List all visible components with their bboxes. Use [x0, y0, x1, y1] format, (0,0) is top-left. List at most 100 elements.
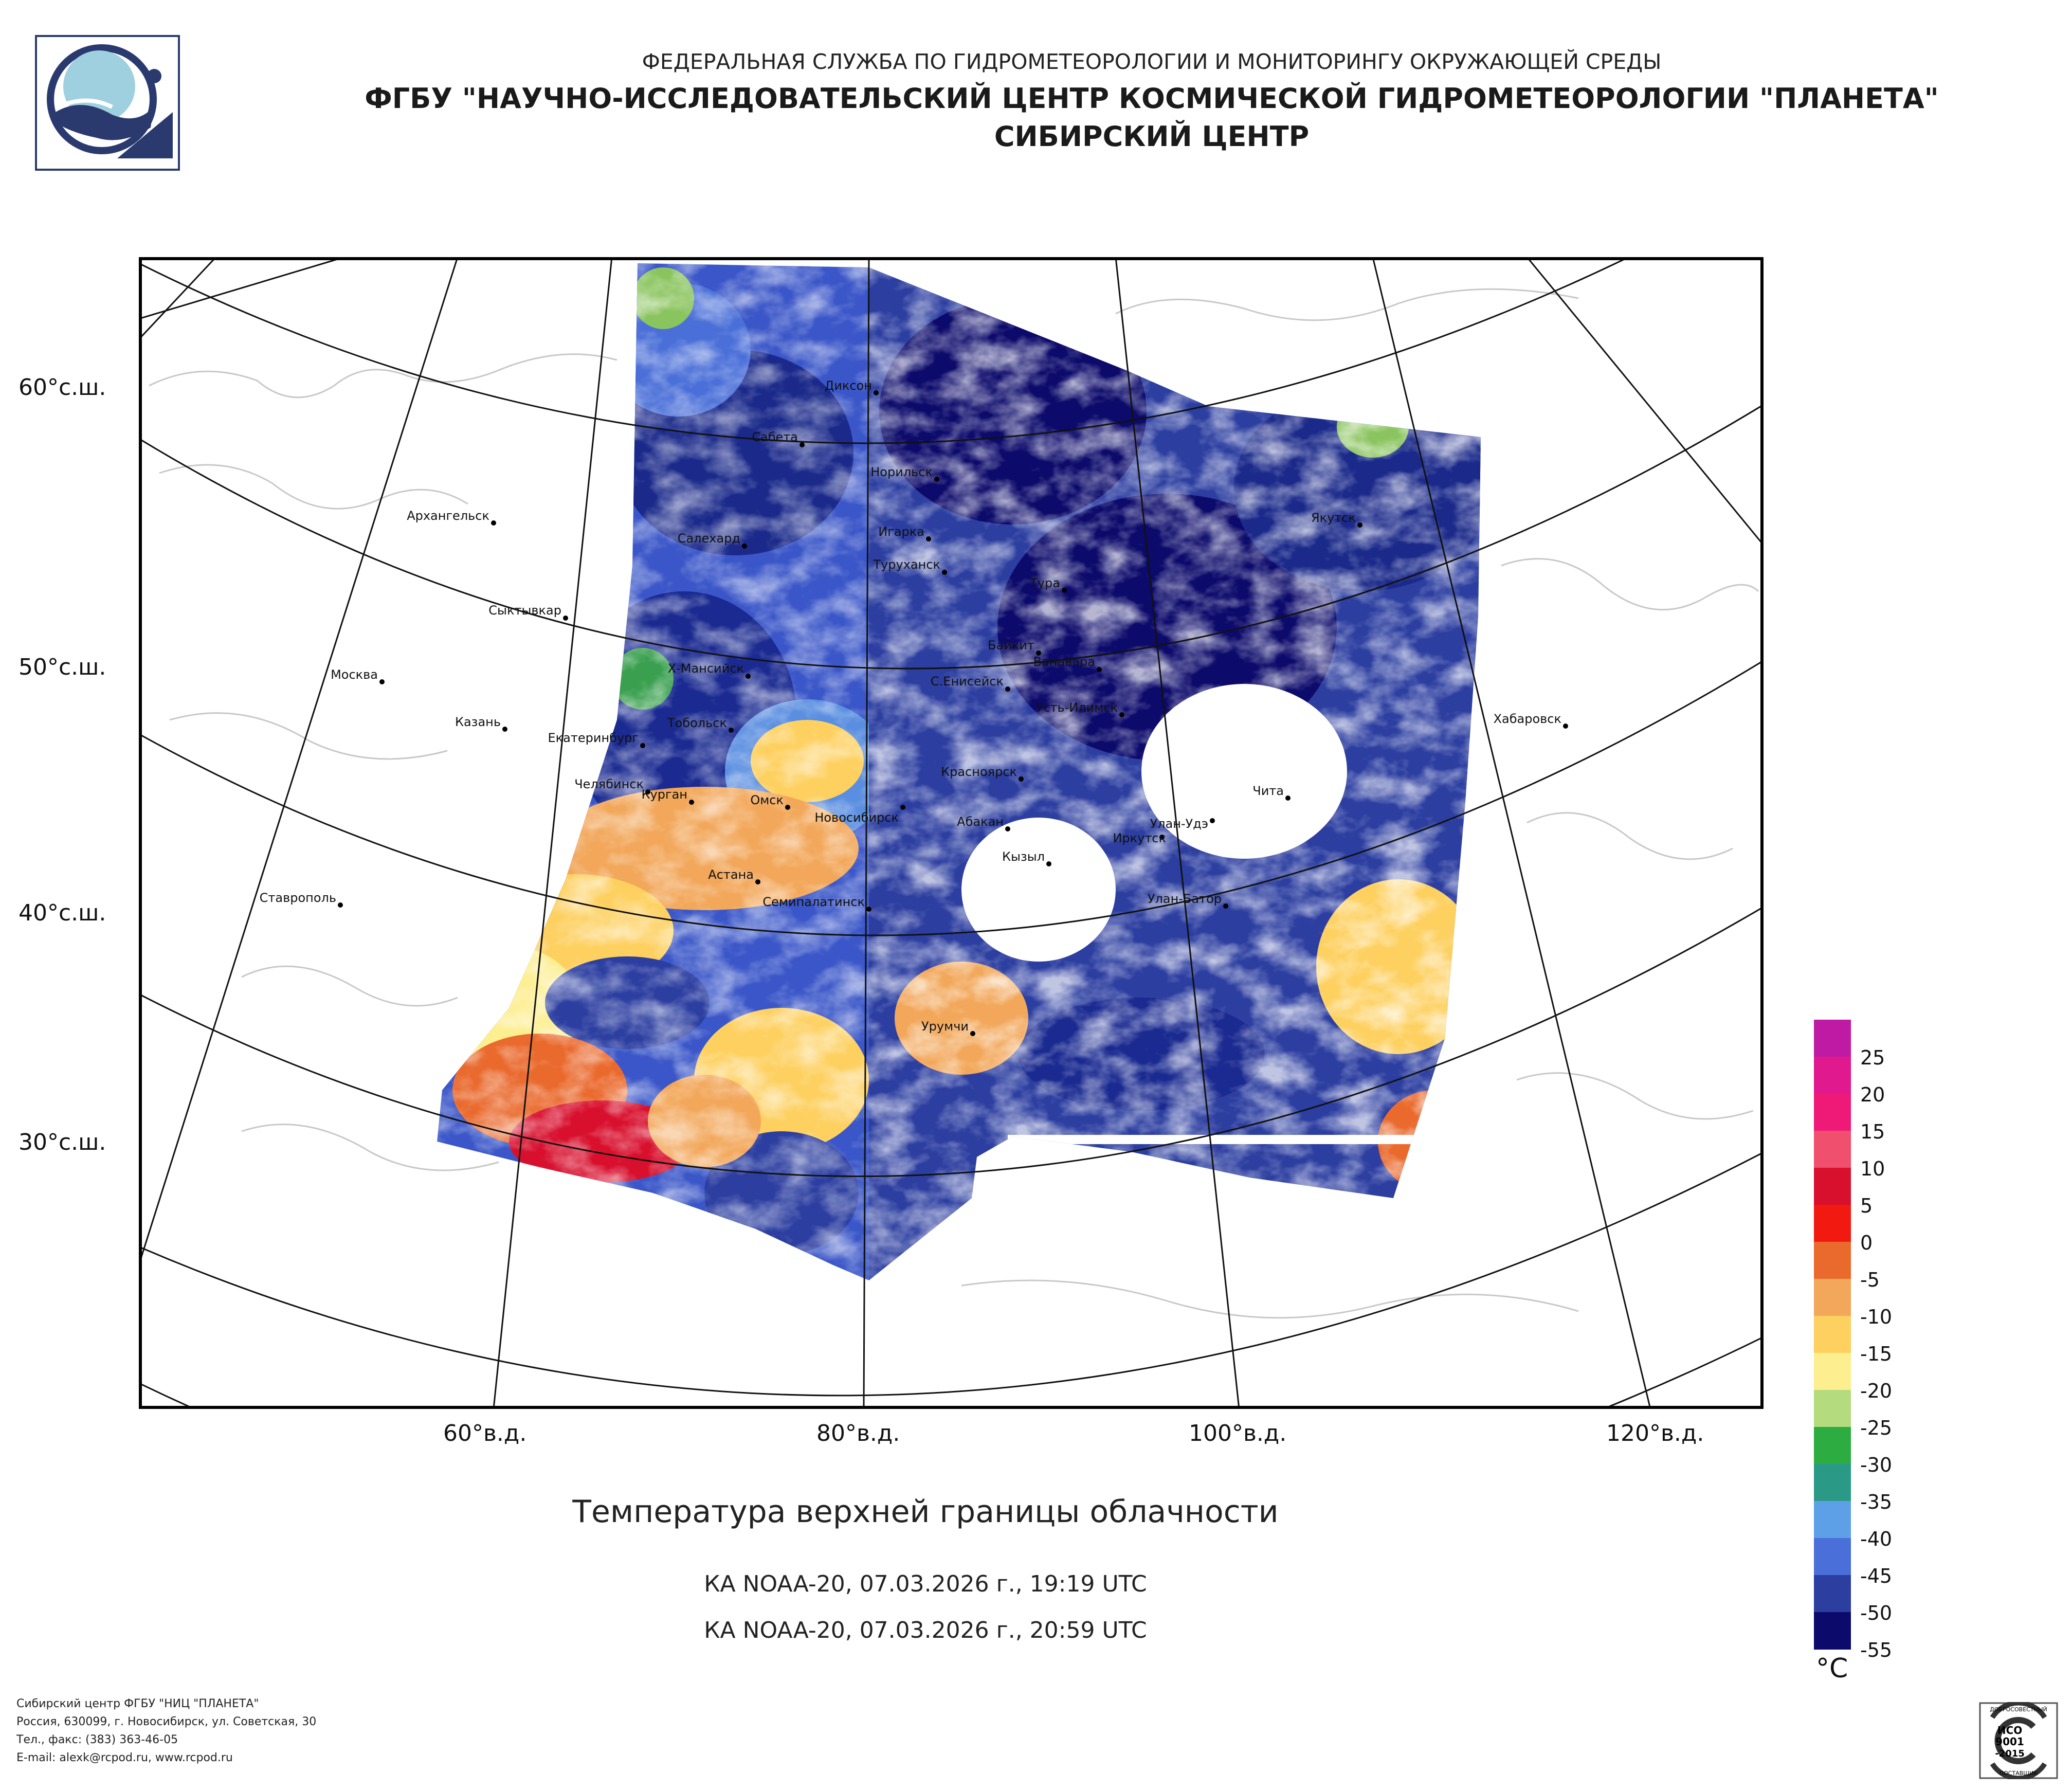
legend-swatch	[1814, 1501, 1851, 1539]
svg-text:Улан-Батор: Улан-Батор	[1148, 892, 1222, 906]
footer-email-link[interactable]: E-mail: alexk@rcpod.ru, www.rcpod.ru	[16, 1751, 233, 1764]
legend-tick-label: 10	[1860, 1157, 1885, 1180]
legend-tick-label: -45	[1860, 1565, 1893, 1587]
legend-swatch	[1814, 1464, 1851, 1501]
lat-label-50: 50°с.ш.	[19, 654, 106, 680]
footer-contacts: Сибирский центр ФГБУ "НИЦ "ПЛАНЕТА" Росс…	[16, 1695, 316, 1767]
city-irkutsk: Иркутск	[1113, 831, 1166, 845]
city-tura: Тура	[1029, 576, 1067, 593]
svg-text:Усть-Илимск: Усть-Илимск	[1036, 700, 1118, 715]
city-krasnoyarsk: Красноярск	[941, 765, 1024, 782]
legend-tick-label: -25	[1860, 1417, 1893, 1439]
svg-text:Москва: Москва	[331, 667, 378, 682]
city-syktyvkar: Сыктывкар	[488, 603, 568, 621]
lat-label-30: 30°с.ш.	[19, 1129, 106, 1155]
legend-tick-label: 20	[1860, 1083, 1885, 1106]
city-dikson: Диксон	[825, 378, 879, 395]
legend-tick-label: -10	[1860, 1306, 1893, 1328]
svg-text:Якутск: Якутск	[1311, 511, 1356, 525]
svg-text:Екатеринбург: Екатеринбург	[548, 731, 639, 745]
lon-label-80: 80°в.д.	[816, 1420, 900, 1446]
city-chelyabinsk: Челябинск	[574, 777, 650, 794]
temperature-legend: 25 20 15 10 5 0 -5 -10 -15 -20 -25 -30 -35 -40 -45 -50 -…	[1814, 1020, 1948, 1709]
legend-tick-label: 15	[1860, 1120, 1885, 1143]
svg-text:Астана: Астана	[708, 867, 754, 882]
city-ulanude: Улан-Удэ	[1150, 817, 1215, 831]
planeta-logo	[35, 35, 180, 171]
institute-name: ФГБУ "НАУЧНО-ИССЛЕДОВАТЕЛЬСКИЙ ЦЕНТР КОС…	[365, 82, 1939, 115]
city-kurgan: Курган	[642, 787, 694, 805]
svg-text:ПОСТАВЩИК: ПОСТАВЩИК	[2000, 1770, 2038, 1777]
svg-text:Тобольск: Тобольск	[667, 716, 727, 730]
legend-swatch	[1814, 1427, 1851, 1464]
legend-tick-label: -55	[1860, 1639, 1893, 1661]
agency-name: ФЕДЕРАЛЬНАЯ СЛУЖБА ПО ГИДРОМЕТЕОРОЛОГИИ …	[642, 49, 1662, 74]
footer-line: Россия, 630099, г. Новосибирск, ул. Сове…	[16, 1715, 317, 1728]
svg-text:Байкит: Байкит	[988, 638, 1034, 653]
city-chita: Чита	[1252, 784, 1291, 801]
city-ulanbator: Улан-Батор	[1148, 892, 1228, 909]
svg-text:С.Енисейск: С.Енисейск	[931, 674, 1004, 689]
svg-text:Х-Мансийск: Х-Мансийск	[668, 661, 744, 676]
legend-swatch	[1814, 1094, 1851, 1131]
svg-text:Омск: Омск	[750, 793, 784, 807]
svg-text:9001: 9001	[1995, 1735, 2024, 1748]
lon-label-100: 100°в.д.	[1189, 1420, 1287, 1446]
svg-text:Тура: Тура	[1029, 576, 1060, 590]
svg-text:ДОБРОСОВЕСТНЫЙ: ДОБРОСОВЕСТНЫЙ	[1990, 1706, 2047, 1713]
city-salekhard: Салехард	[678, 531, 747, 549]
lat-label-60: 60°с.ш.	[19, 374, 106, 401]
legend-swatch	[1814, 1538, 1851, 1576]
legend-swatch	[1814, 1575, 1851, 1613]
svg-text:Кызыл: Кызыл	[1002, 849, 1045, 864]
city-urumqi: Урумчи	[921, 1019, 975, 1036]
legend-tick-label: -35	[1860, 1491, 1893, 1513]
city-novosibirsk: Новосибирск	[814, 805, 905, 825]
city-kyzyl: Кызыл	[1002, 849, 1051, 866]
legend-swatch	[1814, 1057, 1851, 1094]
svg-text:Челябинск: Челябинск	[574, 777, 644, 791]
svg-text:Красноярск: Красноярск	[941, 765, 1017, 779]
legend-swatch	[1814, 1390, 1851, 1427]
city-turukhansk: Туруханск	[873, 557, 947, 575]
svg-text:Урумчи: Урумчи	[921, 1019, 969, 1034]
svg-text:Абакан: Абакан	[957, 815, 1004, 829]
satellite-pass-2: КА NOAA-20, 07.03.2026 г., 20:59 UTC	[704, 1617, 1147, 1643]
city-kazan: Казань	[455, 715, 507, 732]
city-seniseysk: С.Енисейск	[931, 674, 1010, 692]
legend-tick-label: 25	[1860, 1046, 1885, 1069]
legend-tick-label: 5	[1860, 1195, 1873, 1217]
svg-text:Казань: Казань	[455, 715, 501, 729]
svg-text:Туруханск: Туруханск	[873, 557, 940, 572]
city-astana: Астана	[708, 867, 760, 884]
iso-9001-badge: ДОБРОСОВЕСТНЫЙ ИСО 9001 -2015 ПОСТАВЩИК	[1979, 1702, 2058, 1779]
city-moscow: Москва	[331, 667, 385, 684]
svg-text:Курган: Курган	[642, 787, 687, 802]
legend-swatch	[1814, 1168, 1851, 1205]
legend-swatch	[1814, 1131, 1851, 1168]
lon-label-60: 60°в.д.	[443, 1420, 527, 1446]
legend-tick-label: -50	[1860, 1602, 1893, 1624]
svg-text:Семипалатинск: Семипалатинск	[762, 895, 865, 909]
footer-line: Тел., факс: (383) 363-46-05	[16, 1733, 178, 1746]
legend-tick-label: -30	[1860, 1454, 1893, 1476]
city-norilsk: Норильск	[870, 465, 939, 482]
center-name: СИБИРСКИЙ ЦЕНТР	[994, 120, 1310, 153]
city-arkhangelsk: Архангельск	[407, 509, 496, 526]
footer-line: E-mail: alexk@rcpod.ru, www.rcpod.ru	[16, 1749, 316, 1767]
svg-text:Чита: Чита	[1252, 784, 1284, 798]
city-ekaterinburg: Екатеринбург	[548, 731, 645, 748]
svg-text:Норильск: Норильск	[870, 465, 933, 479]
legend-swatch	[1814, 1205, 1851, 1242]
svg-text:Ставрополь: Ставрополь	[260, 891, 336, 905]
city-omsk: Омск	[750, 793, 790, 810]
svg-text:-2015: -2015	[1995, 1748, 2025, 1759]
svg-text:Диксон: Диксон	[825, 378, 872, 393]
lat-label-40: 40°с.ш.	[19, 900, 106, 926]
city-baykit: Байкит	[988, 638, 1041, 656]
city-igarka: Игарка	[878, 524, 931, 541]
svg-text:Ванавара: Ванавара	[1033, 655, 1095, 669]
city-yakutsk: Якутск	[1311, 511, 1362, 528]
footer-line: Сибирский центр ФГБУ "НИЦ "ПЛАНЕТА"	[16, 1697, 259, 1710]
legend-tick-label: -40	[1860, 1528, 1893, 1550]
